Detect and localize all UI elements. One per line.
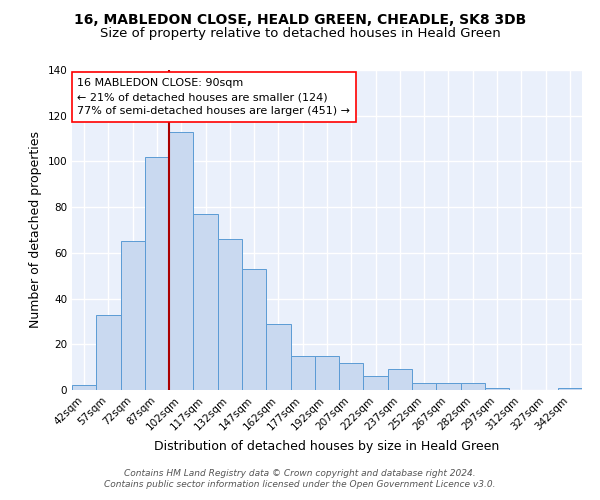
Bar bbox=[169, 132, 193, 390]
Text: 16 MABLEDON CLOSE: 90sqm
← 21% of detached houses are smaller (124)
77% of semi-: 16 MABLEDON CLOSE: 90sqm ← 21% of detach… bbox=[77, 78, 350, 116]
Bar bbox=[266, 324, 290, 390]
Bar bbox=[388, 370, 412, 390]
Bar bbox=[121, 242, 145, 390]
Bar bbox=[412, 383, 436, 390]
Text: Contains public sector information licensed under the Open Government Licence v3: Contains public sector information licen… bbox=[104, 480, 496, 489]
Y-axis label: Number of detached properties: Number of detached properties bbox=[29, 132, 42, 328]
Bar bbox=[290, 356, 315, 390]
Bar bbox=[558, 388, 582, 390]
Bar bbox=[436, 383, 461, 390]
Bar bbox=[145, 157, 169, 390]
Text: Size of property relative to detached houses in Heald Green: Size of property relative to detached ho… bbox=[100, 28, 500, 40]
Bar bbox=[193, 214, 218, 390]
Bar bbox=[461, 383, 485, 390]
X-axis label: Distribution of detached houses by size in Heald Green: Distribution of detached houses by size … bbox=[154, 440, 500, 453]
Text: Contains HM Land Registry data © Crown copyright and database right 2024.: Contains HM Land Registry data © Crown c… bbox=[124, 468, 476, 477]
Bar bbox=[485, 388, 509, 390]
Text: 16, MABLEDON CLOSE, HEALD GREEN, CHEADLE, SK8 3DB: 16, MABLEDON CLOSE, HEALD GREEN, CHEADLE… bbox=[74, 12, 526, 26]
Bar bbox=[315, 356, 339, 390]
Bar bbox=[242, 269, 266, 390]
Bar bbox=[339, 362, 364, 390]
Bar bbox=[96, 314, 121, 390]
Bar bbox=[218, 239, 242, 390]
Bar bbox=[364, 376, 388, 390]
Bar bbox=[72, 386, 96, 390]
